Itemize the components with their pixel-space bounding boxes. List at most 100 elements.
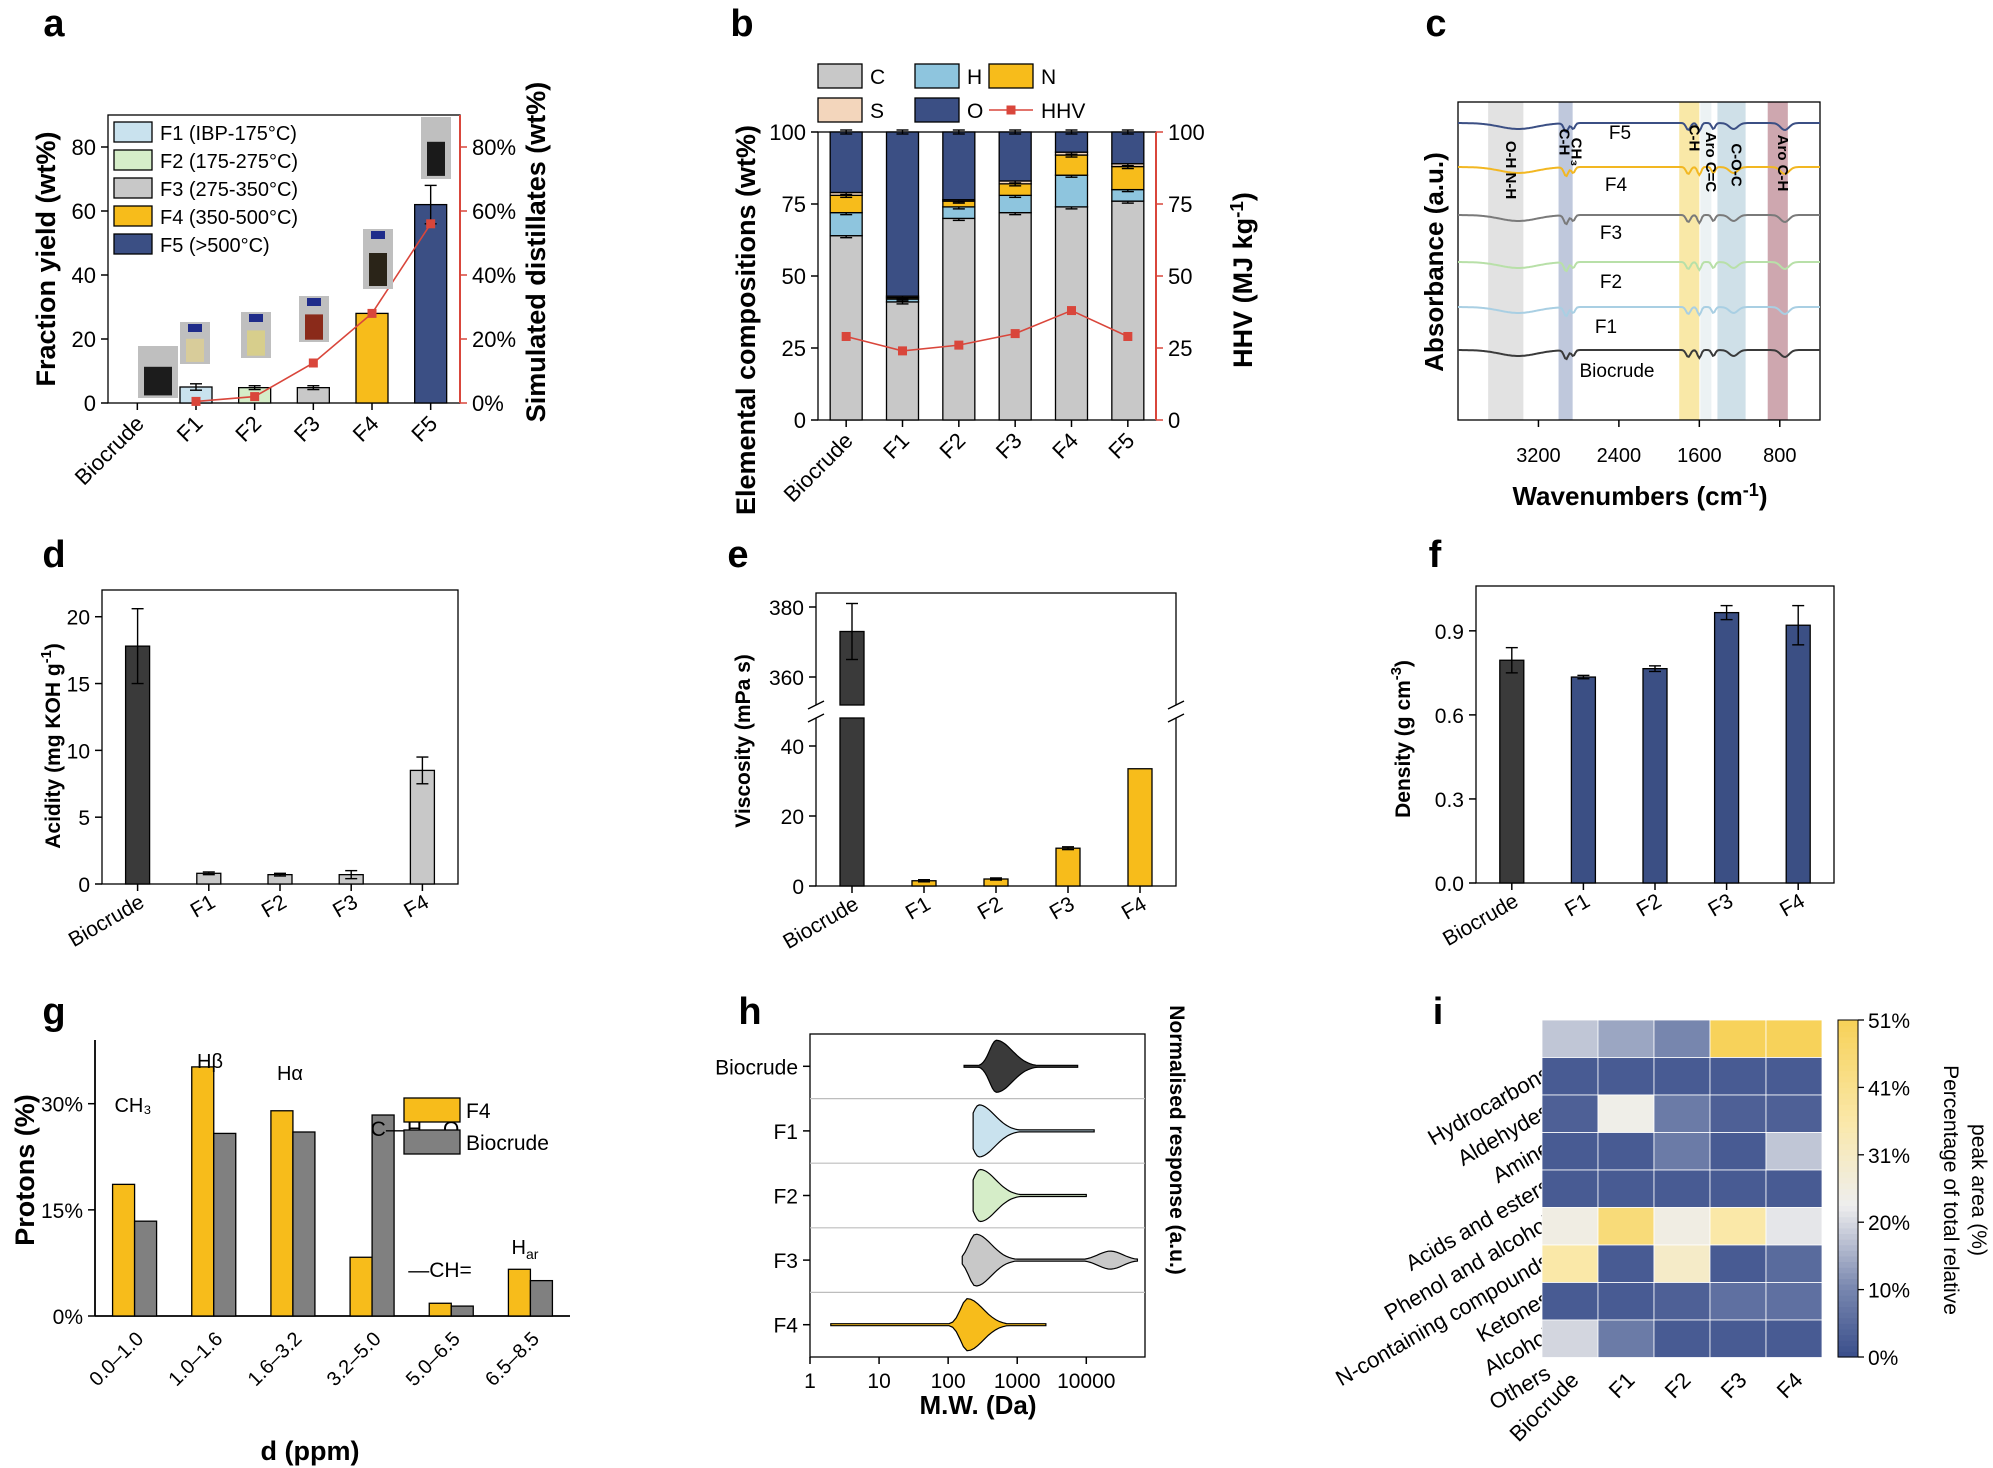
panel-label-b: b (730, 3, 753, 45)
bar-H-F4 (1054, 174, 1089, 208)
absorption-band-5 (1767, 102, 1788, 420)
panel-label-c: c (1425, 3, 1446, 45)
colorbar-segment (1838, 1154, 1858, 1162)
colorbar-segment (1838, 1340, 1858, 1347)
x-tick-label: 800 (1763, 445, 1796, 467)
panel-label-h: h (738, 991, 761, 1033)
annotation-aro-ch: Aro C-H (1774, 135, 1791, 192)
tick-label-2: 1.6–3.2 (244, 1328, 307, 1391)
legend-marker-hhv (1006, 105, 1016, 115)
y-tick-label: 0 (794, 408, 806, 433)
colorbar-segment (1838, 1289, 1858, 1296)
heatmap-cell (1653, 1282, 1711, 1321)
colorbar-segment (1838, 1312, 1858, 1319)
colorbar-segment (1838, 1087, 1858, 1094)
colorbar-segment (1838, 1076, 1858, 1083)
heatmap-cell (1597, 1057, 1655, 1096)
bar-F4-1 (191, 1066, 215, 1317)
legend-label-3: F4 (350-500°C) (160, 207, 298, 229)
axis-break-mark (807, 700, 825, 710)
colorbar-segment (1838, 1278, 1858, 1285)
bar-F3 (1713, 611, 1740, 884)
spectrum-Biocrude (1458, 349, 1820, 361)
tick-label-Biocrude: Biocrude (715, 1056, 798, 1079)
annotation-ch3: CH₃ (1568, 138, 1585, 167)
y-axis-label-b: Elemental compositions (wt%) (731, 125, 761, 515)
x-tick-label: 10000 (1057, 1370, 1115, 1393)
y-tick-label: 360 (769, 667, 804, 690)
bar-Biocrude (1499, 659, 1525, 884)
marker-hhv (954, 340, 964, 350)
x-tick-label: 1600 (1677, 445, 1722, 467)
colorbar-segment (1838, 1250, 1858, 1257)
colorbar-segment (1838, 1306, 1858, 1313)
colorbar-segment (1838, 1233, 1858, 1240)
y2-tick-label: 80% (472, 135, 516, 160)
tick-label-F2: F2 (1633, 889, 1666, 921)
spectrum-F4 (1458, 166, 1820, 178)
colorbar-segment (1838, 1188, 1858, 1195)
heatmap-cell (1709, 1094, 1767, 1133)
colorbar-segment (1838, 1205, 1858, 1212)
y-axis-label-e: Viscosity (mPa s) (732, 654, 755, 828)
annotation-ch3: CH₃ (114, 1095, 151, 1117)
vial-liquid-0 (144, 366, 172, 396)
colorbar-segment (1838, 1031, 1858, 1038)
label-part: Acidity (mg KOH g (42, 663, 65, 849)
tick-label-F4: F4 (1118, 892, 1151, 924)
y-tick-label: 5 (78, 807, 90, 830)
heatmap-cell (1597, 1282, 1655, 1321)
bar-F4-4 (428, 1302, 452, 1317)
tick-label-Biocrude: Biocrude (779, 428, 858, 507)
tick-label-F5: F5 (1104, 428, 1140, 464)
legend-swatch-Biocrude (403, 1129, 461, 1155)
bar-F2 (1642, 668, 1668, 884)
legend-swatch-O (914, 97, 960, 123)
colorbar-segment (1838, 1182, 1858, 1190)
colorbar-segment (1838, 1272, 1858, 1279)
marker-simulated-distillates (250, 392, 260, 402)
tick-label-F4: F4 (773, 1315, 798, 1338)
colorbar-segment (1838, 1020, 1858, 1027)
y-tick-label: 0.3 (1435, 789, 1464, 812)
bar-C-Biocrude (829, 235, 863, 421)
heatmap-cell (1709, 1132, 1767, 1171)
heatmap-cell (1541, 1132, 1599, 1171)
annotation-h-alpha: Hα (277, 1063, 303, 1085)
marker-hhv (841, 331, 851, 341)
y-axis-label-a: Fraction yield (wt%) (31, 131, 61, 386)
column-label-F3: F3 (1716, 1367, 1752, 1403)
tick-label-F3: F3 (1046, 892, 1079, 924)
marker-hhv (898, 346, 907, 356)
y-tick-label: 380 (769, 597, 804, 620)
line-hhv (845, 309, 1129, 352)
legend-label-2: F3 (275-350°C) (160, 179, 298, 201)
tick-label-F4: F4 (348, 411, 384, 447)
legend-label-S: S (870, 100, 884, 123)
y2-tick-label: 60% (472, 199, 516, 224)
bar-F3 (1055, 847, 1081, 887)
spectrum-label-F5: F5 (1609, 123, 1631, 144)
colorbar-segment (1838, 1227, 1858, 1235)
colorbar-segment (1838, 1300, 1858, 1308)
y2-tick-label: 25 (1168, 336, 1192, 361)
bar-Biocrude-1 (213, 1132, 237, 1317)
marker-simulated-distillates (308, 358, 318, 368)
heatmap-cell (1653, 1094, 1711, 1133)
violin-F2 (972, 1168, 1087, 1223)
legend-label-H: H (967, 66, 982, 89)
legend-label-Biocrude: Biocrude (466, 1132, 549, 1155)
legend-swatch-2 (113, 177, 153, 199)
colorbar-segment (1838, 1194, 1858, 1201)
y-tick-label: 0 (84, 391, 96, 416)
marker-hhv (1010, 329, 1020, 339)
heatmap-cell (1653, 1319, 1711, 1358)
spectrum-label-F1: F1 (1595, 317, 1617, 338)
tick-label-F2: F2 (935, 428, 971, 464)
colorbar-segment (1838, 1121, 1858, 1128)
x-tick-label: 1000 (994, 1370, 1041, 1393)
colorbar-tick-label: 20% (1868, 1212, 1910, 1235)
y2-tick-label: 40% (472, 263, 516, 288)
bar-F1 (1570, 676, 1597, 884)
heatmap-cell (1541, 1169, 1599, 1208)
